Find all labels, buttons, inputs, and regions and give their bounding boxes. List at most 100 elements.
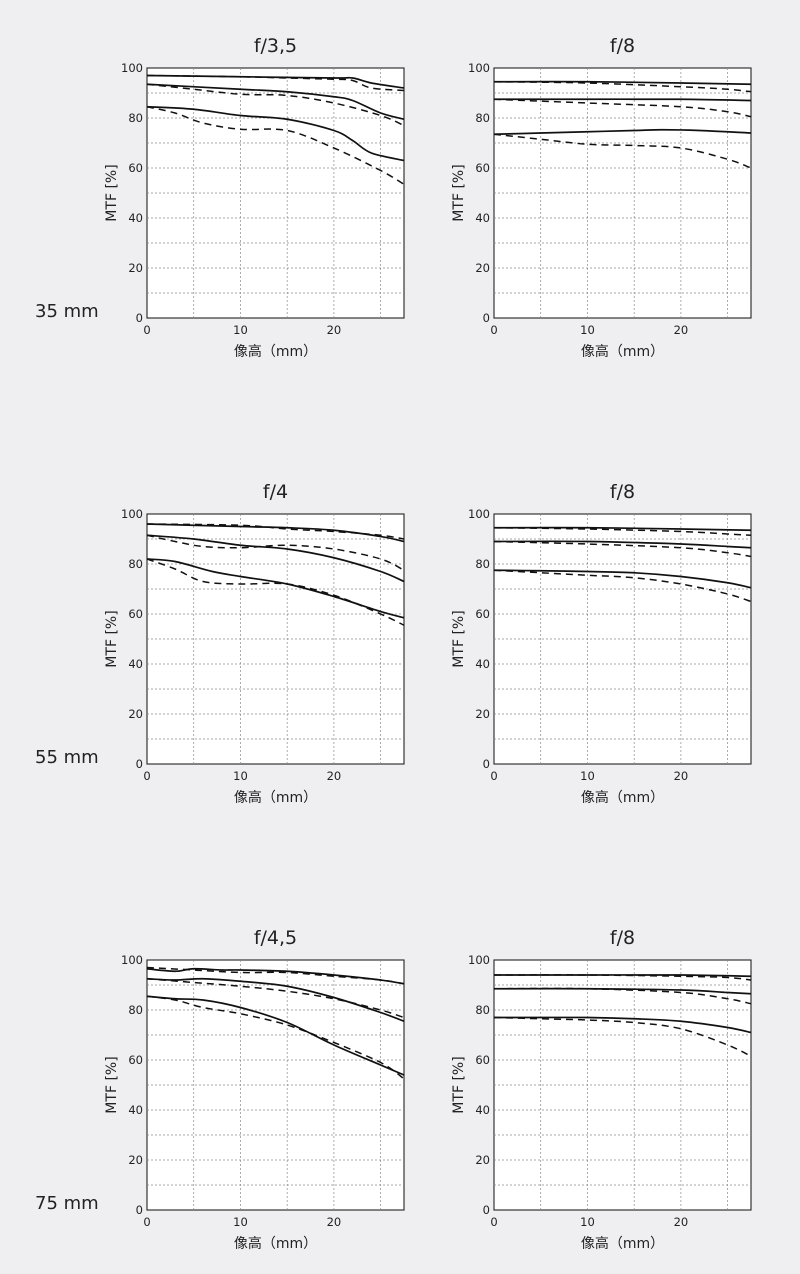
y-tick-label: 60: [128, 161, 143, 175]
y-tick-label: 0: [483, 757, 490, 771]
x-tick-label: 0: [143, 1215, 150, 1229]
y-tick-label: 40: [475, 1103, 490, 1117]
y-tick-label: 100: [121, 61, 143, 75]
mtf-chart-1: f/3,5 0 20 40 60 80 100 0 10 20 像高（mm） MTF [%]: [104, 35, 405, 360]
y-tick-label: 40: [128, 1103, 143, 1117]
y-tick-label: 100: [121, 953, 143, 967]
y-tick-label: 60: [475, 161, 490, 175]
y-tick-label: 40: [475, 211, 490, 225]
y-tick-label: 20: [128, 1153, 143, 1167]
x-tick-label: 0: [143, 323, 150, 337]
y-tick-label: 80: [128, 111, 143, 125]
solid-series-line-5: [494, 1016, 752, 1034]
y-tick-label: 40: [128, 657, 143, 671]
solid-series-line-3: [493, 987, 752, 995]
y-tick-label: 80: [475, 557, 490, 571]
y-tick-label: 40: [128, 211, 143, 225]
y-tick-label: 80: [128, 1003, 143, 1017]
focal-length-label-55: 55 mm: [35, 747, 99, 768]
series-group: [493, 80, 752, 169]
y-tick-label: 20: [128, 707, 143, 721]
dashed-series-line-4: [146, 534, 405, 571]
x-tick-label: 0: [490, 1215, 497, 1229]
x-tick-label: 20: [674, 769, 689, 783]
y-tick-label: 60: [128, 607, 143, 621]
y-tick-label: 0: [483, 311, 490, 325]
y-axis-title: MTF [%]: [104, 164, 120, 221]
dashed-series-line-2: [146, 523, 405, 540]
mtf-chart-4: f/8 0 20 40 60 80 100 0 10 20 像高（mm） MTF [%]: [451, 481, 752, 806]
series-group: [146, 74, 405, 185]
x-axis-title: 像高（mm）: [234, 1235, 317, 1252]
y-tick-label: 20: [128, 261, 143, 275]
y-axis-title: MTF [%]: [451, 1056, 467, 1113]
mtf-chart-2: f/8 0 20 40 60 80 100 0 10 20 像高（mm） MTF [%]: [451, 35, 752, 360]
dashed-series-line-2: [146, 966, 405, 985]
x-tick-label: 0: [490, 769, 497, 783]
x-tick-label: 10: [233, 1215, 248, 1229]
grid-lines: [494, 514, 751, 764]
y-tick-label: 20: [475, 1153, 490, 1167]
solid-series-line-3: [146, 534, 405, 583]
y-tick-label: 100: [121, 507, 143, 521]
solid-series-line-5: [146, 105, 405, 162]
x-tick-label: 10: [233, 323, 248, 337]
y-tick-label: 80: [475, 111, 490, 125]
dashed-series-line-2: [146, 74, 405, 92]
solid-series-line-5: [493, 569, 752, 589]
x-tick-label: 20: [674, 323, 689, 337]
focal-length-label-75: 75 mm: [35, 1193, 99, 1214]
x-tick-label: 10: [580, 1215, 595, 1229]
x-axis-title: 像高（mm）: [234, 343, 317, 360]
focal-length-labels: 35 mm 55 mm 75 mm: [35, 301, 99, 1214]
series-group: [146, 966, 405, 1080]
y-tick-label: 60: [128, 1053, 143, 1067]
x-tick-label: 20: [674, 1215, 689, 1229]
dashed-series-line-6: [146, 106, 405, 185]
solid-series-line-3: [493, 540, 752, 549]
y-tick-label: 20: [475, 261, 490, 275]
solid-series-line-5: [493, 128, 752, 136]
mtf-chart-3: f/4 0 20 40 60 80 100 0 10 20 像高（mm） MTF [%]: [104, 481, 405, 806]
x-axis-title: 像高（mm）: [581, 789, 664, 806]
y-axis-title: MTF [%]: [451, 610, 467, 667]
series-group: [146, 523, 405, 626]
y-tick-label: 60: [475, 607, 490, 621]
solid-series-line-5: [146, 558, 405, 619]
x-tick-label: 10: [580, 769, 595, 783]
grid-lines: [494, 68, 751, 318]
dashed-series-line-6: [146, 558, 405, 626]
chart-title: f/3,5: [254, 35, 297, 57]
y-axis-title: MTF [%]: [104, 610, 120, 667]
y-tick-label: 100: [468, 61, 490, 75]
y-axis-title: MTF [%]: [104, 1056, 120, 1113]
dashed-series-line-2: [493, 527, 752, 536]
mtf-chart-5: f/4,5 0 20 40 60 80 100 0 10 20 像高（mm） MTF [%]: [104, 927, 405, 1252]
dashed-series-line-4: [493, 98, 752, 118]
x-tick-label: 20: [327, 769, 342, 783]
focal-length-label-35: 35 mm: [35, 301, 99, 322]
solid-series-line-1: [146, 523, 405, 543]
dashed-series-line-4: [493, 987, 752, 1005]
y-tick-label: 0: [136, 1203, 143, 1217]
x-tick-label: 0: [490, 323, 497, 337]
chart-title: f/4: [263, 481, 288, 503]
solid-series-line-3: [494, 98, 752, 102]
y-tick-label: 100: [468, 507, 490, 521]
x-axis-title: 像高（mm）: [581, 1235, 664, 1252]
y-tick-label: 0: [136, 757, 143, 771]
x-tick-label: 10: [580, 323, 595, 337]
chart-title: f/8: [610, 481, 635, 503]
y-tick-label: 100: [468, 953, 490, 967]
x-tick-label: 10: [233, 769, 248, 783]
x-axis-title: 像高（mm）: [234, 789, 317, 806]
mtf-chart-6: f/8 0 20 40 60 80 100 0 10 20 像高（mm） MTF [%]: [451, 927, 752, 1252]
dashed-series-line-6: [146, 995, 405, 1080]
y-tick-label: 40: [475, 657, 490, 671]
grid-lines: [494, 960, 751, 1210]
solid-series-line-3: [146, 83, 405, 121]
dashed-series-line-2: [493, 974, 752, 981]
y-tick-label: 20: [475, 707, 490, 721]
